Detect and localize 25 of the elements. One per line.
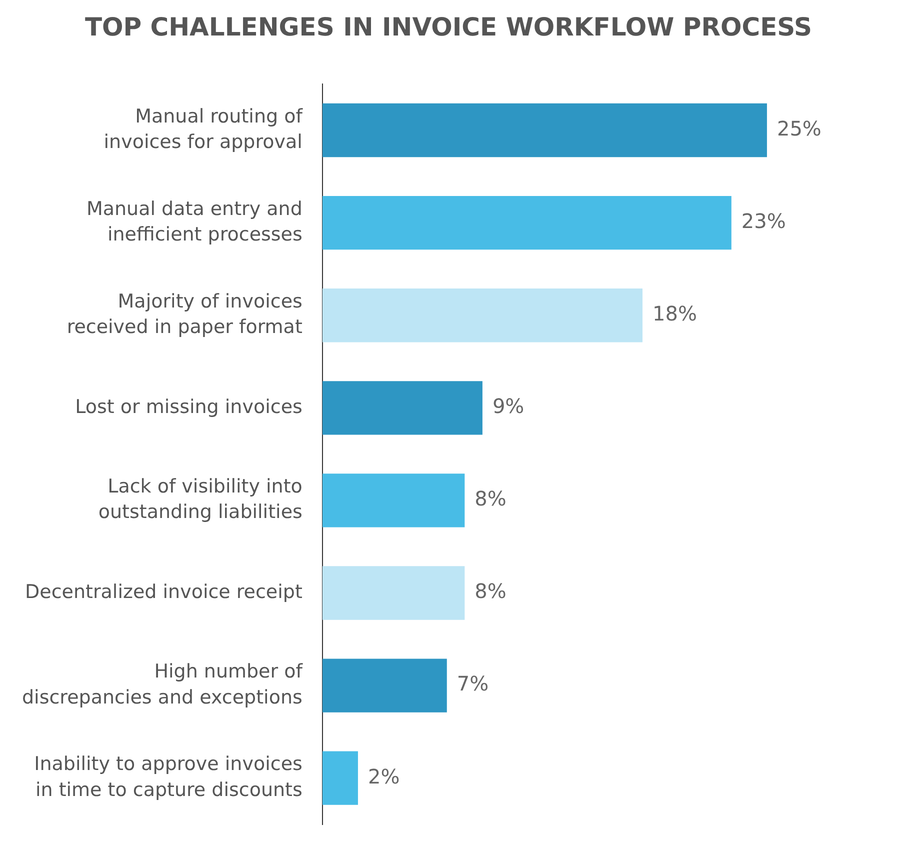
data-label: 18% — [652, 302, 697, 326]
y-tick-label: Lost or missing invoices — [75, 396, 302, 418]
bar — [322, 566, 465, 620]
bar — [322, 288, 642, 342]
bar — [322, 474, 465, 528]
y-tick-label: Majority of invoices received in paper format — [66, 290, 302, 338]
bar — [322, 751, 358, 805]
y-tick-label: Lack of visibility into outstanding liabilities — [98, 476, 302, 524]
data-label: 8% — [474, 486, 506, 511]
bar — [322, 381, 482, 435]
y-tick-label: Manual data entry and inefficient processes — [86, 198, 302, 246]
data-label: 7% — [456, 672, 489, 696]
chart-title: TOP CHALLENGES IN INVOICE WORKFLOW PROCESS — [84, 12, 812, 42]
data-label: 23% — [741, 209, 786, 234]
data-label: 25% — [776, 116, 822, 140]
data-label: 2% — [368, 764, 400, 788]
y-tick-label: Inability to approve invoices in time to capture discounts — [34, 753, 302, 801]
data-label: 9% — [492, 394, 524, 418]
data-label: 8% — [474, 579, 506, 604]
bar — [322, 103, 767, 158]
bar — [322, 658, 447, 712]
y-tick-label: High number of discrepancies and exceptions — [22, 660, 304, 708]
y-tick-label: Decentralized invoice receipt — [25, 580, 302, 603]
bar — [322, 196, 732, 250]
y-tick-label: Manual routing of invoices for approval — [104, 105, 304, 154]
